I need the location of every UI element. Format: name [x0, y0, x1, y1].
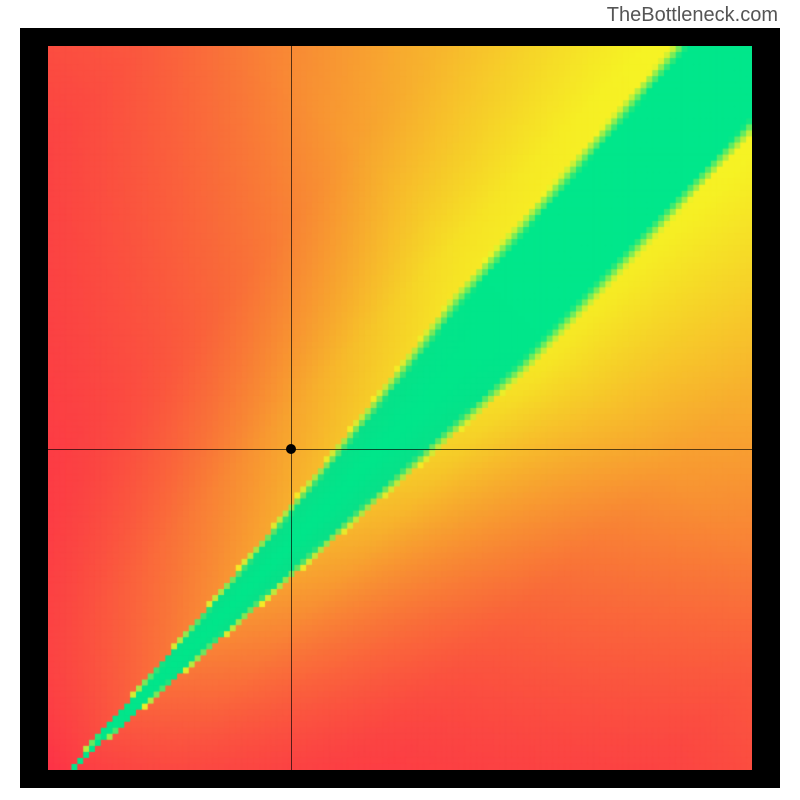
chart-frame [20, 28, 780, 788]
heatmap-canvas [48, 46, 752, 770]
watermark-text: TheBottleneck.com [607, 4, 778, 27]
crosshair-horizontal [48, 449, 752, 450]
crosshair-vertical [291, 46, 292, 770]
data-point-marker [286, 444, 296, 454]
